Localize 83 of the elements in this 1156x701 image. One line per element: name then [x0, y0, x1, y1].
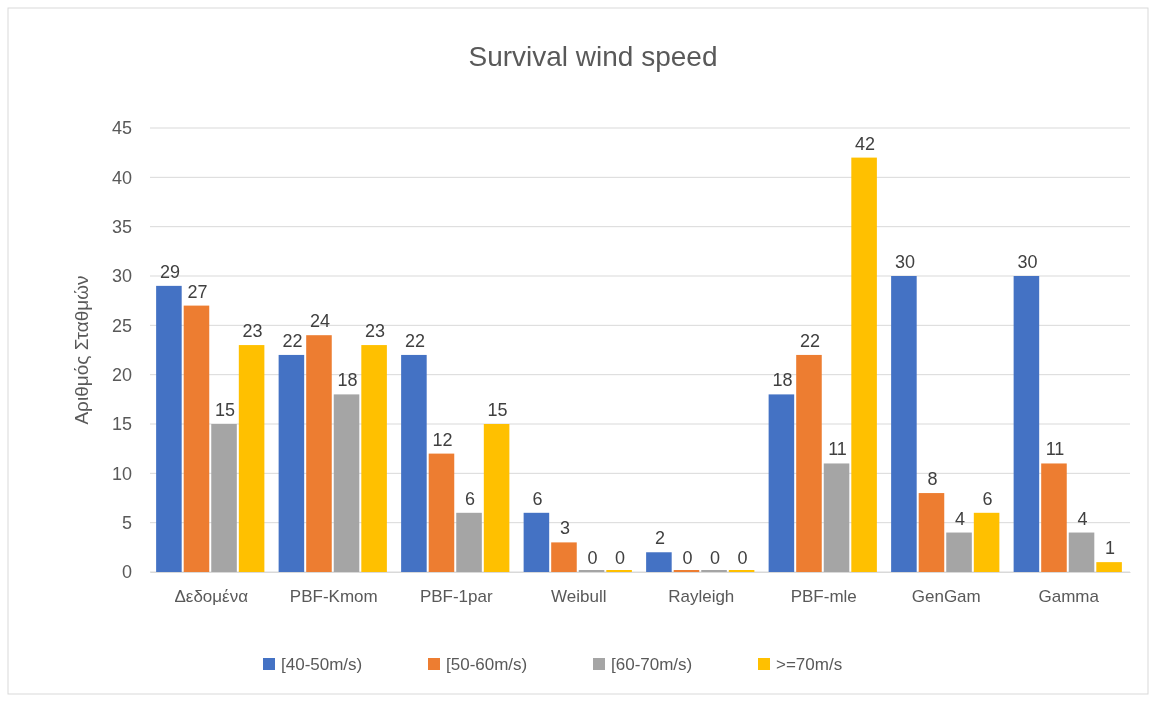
x-tick-label: PBF-1par [419, 587, 493, 607]
data-label: 0 [615, 548, 626, 568]
data-label: 2 [654, 528, 665, 549]
bar [851, 157, 877, 572]
y-tick-label: 0 [121, 562, 132, 583]
y-tick-label: 20 [111, 364, 132, 385]
y-tick-label: 10 [111, 463, 132, 484]
bar [551, 542, 577, 572]
data-label: 18 [772, 370, 793, 391]
bar [183, 305, 210, 572]
x-tick-label: Δεδομένα [174, 587, 249, 607]
data-label: 30 [1017, 252, 1038, 272]
data-label: 11 [828, 439, 847, 460]
data-label: 0 [710, 548, 721, 568]
y-tick-label: 30 [111, 266, 132, 287]
bar [278, 354, 305, 572]
y-tick-label: 40 [111, 167, 132, 188]
bar [456, 512, 482, 572]
data-label: 4 [1077, 508, 1088, 529]
bar [401, 354, 427, 572]
y-tick-label: 5 [121, 512, 132, 533]
data-label: 18 [337, 370, 358, 391]
legend-label: [50-60m/s) [446, 655, 528, 674]
bar [823, 463, 850, 572]
data-label: 15 [215, 400, 236, 420]
data-label: 3 [559, 518, 570, 539]
y-tick-label: 35 [111, 216, 132, 237]
bar [306, 335, 332, 572]
data-label: 0 [587, 548, 598, 568]
bar [1041, 463, 1067, 572]
bar [333, 394, 360, 572]
bar [238, 345, 265, 572]
bar [211, 424, 237, 572]
bar [1013, 276, 1040, 572]
y-tick-label: 15 [111, 414, 132, 435]
x-tick-label: Rayleigh [668, 587, 735, 607]
bar [156, 285, 182, 572]
data-label: 0 [737, 548, 748, 568]
data-label: 8 [927, 469, 938, 490]
bar [646, 552, 672, 572]
chart-title: Survival wind speed [468, 41, 718, 72]
y-tick-label: 45 [111, 118, 132, 139]
bar [428, 453, 455, 572]
x-tick-label: PBF-Kmom [289, 587, 378, 607]
data-label: 22 [404, 330, 425, 351]
data-label: 30 [894, 252, 915, 272]
bar [768, 394, 795, 572]
data-label: 6 [532, 488, 543, 509]
x-tick-label: Gamma [1038, 587, 1100, 607]
x-tick-label: PBF-mle [790, 587, 857, 607]
bar [1096, 562, 1122, 572]
bar [1068, 532, 1095, 572]
bar [523, 512, 550, 572]
bar [483, 424, 510, 572]
data-label: 4 [955, 508, 966, 529]
data-label: 22 [282, 330, 303, 351]
data-label: 27 [187, 281, 208, 302]
data-label: 24 [309, 311, 330, 332]
data-label: 22 [799, 330, 820, 351]
data-label: 15 [487, 400, 508, 420]
bar [891, 276, 917, 572]
bar [361, 345, 387, 572]
bar [946, 532, 972, 572]
x-tick-label: Weibull [551, 587, 607, 607]
y-tick-label: 25 [111, 315, 132, 336]
y-axis-title: Αριθμός Σταθμών [71, 275, 92, 425]
legend-label: [40-50m/s) [281, 655, 363, 674]
data-label: 29 [159, 261, 180, 282]
data-label: 42 [855, 133, 876, 154]
bar [796, 354, 822, 572]
legend-label: [60-70m/s) [611, 655, 693, 674]
data-label: 0 [682, 548, 693, 568]
data-label: 1 [1105, 538, 1116, 559]
data-label: 6 [465, 488, 476, 509]
data-label: 12 [432, 429, 453, 450]
data-label: 23 [365, 321, 386, 342]
x-tick-label: GenGam [911, 587, 981, 607]
data-label: 6 [982, 488, 993, 509]
data-label: 23 [242, 321, 263, 342]
bar [973, 512, 1000, 572]
data-label: 11 [1045, 439, 1065, 460]
legend-label: >=70m/s [776, 655, 843, 674]
bar [918, 493, 945, 572]
